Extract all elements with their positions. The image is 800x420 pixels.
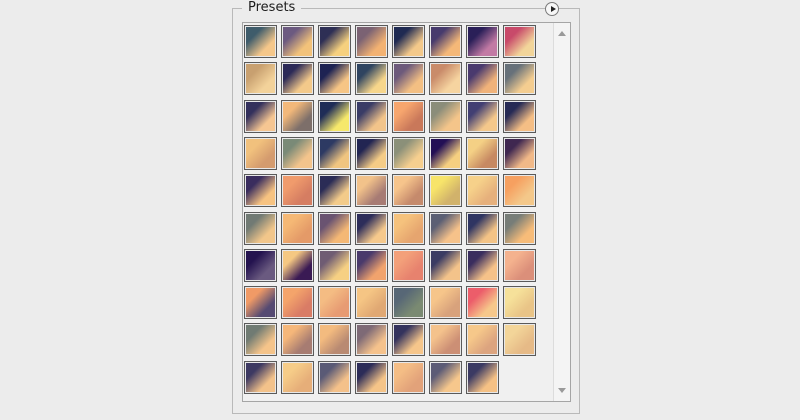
preset-swatch[interactable] xyxy=(355,174,388,208)
preset-swatch[interactable] xyxy=(318,323,351,357)
preset-swatch[interactable] xyxy=(503,211,536,245)
preset-swatch[interactable] xyxy=(392,360,425,394)
preset-swatch[interactable] xyxy=(429,25,462,58)
preset-swatch[interactable] xyxy=(281,99,314,133)
preset-swatch[interactable] xyxy=(281,136,314,170)
preset-swatch[interactable] xyxy=(318,62,351,96)
preset-swatch[interactable] xyxy=(355,62,388,96)
preset-swatch[interactable] xyxy=(503,136,536,170)
preset-swatch[interactable] xyxy=(429,62,462,96)
preset-swatch[interactable] xyxy=(466,25,499,58)
preset-swatch[interactable] xyxy=(355,360,388,394)
preset-swatch[interactable] xyxy=(318,99,351,133)
preset-swatch[interactable] xyxy=(244,136,277,170)
preset-swatch[interactable] xyxy=(355,136,388,170)
preset-swatch[interactable] xyxy=(244,99,277,133)
preset-swatch[interactable] xyxy=(244,323,277,357)
preset-swatch[interactable] xyxy=(355,99,388,133)
preset-swatch[interactable] xyxy=(244,25,277,58)
preset-swatch[interactable] xyxy=(244,248,277,282)
preset-swatch[interactable] xyxy=(466,323,499,357)
preset-swatch[interactable] xyxy=(318,174,351,208)
panel-title: Presets xyxy=(242,0,302,16)
preset-swatch[interactable] xyxy=(466,136,499,170)
preset-swatch[interactable] xyxy=(355,286,388,320)
preset-swatch[interactable] xyxy=(318,248,351,282)
scroll-up-arrow-icon[interactable] xyxy=(558,31,566,36)
scroll-down-arrow-icon[interactable] xyxy=(558,388,566,393)
preset-swatch[interactable] xyxy=(466,62,499,96)
preset-swatch[interactable] xyxy=(244,174,277,208)
preset-swatch[interactable] xyxy=(503,323,536,357)
preset-swatch[interactable] xyxy=(281,174,314,208)
preset-swatch[interactable] xyxy=(466,248,499,282)
preset-swatch[interactable] xyxy=(281,360,314,394)
vertical-scrollbar[interactable] xyxy=(553,23,570,401)
preset-swatch[interactable] xyxy=(503,99,536,133)
preset-swatch[interactable] xyxy=(318,25,351,58)
preset-swatch[interactable] xyxy=(392,211,425,245)
preset-swatch[interactable] xyxy=(503,25,536,58)
preset-swatch[interactable] xyxy=(281,62,314,96)
preset-swatch[interactable] xyxy=(429,286,462,320)
preset-swatch[interactable] xyxy=(392,174,425,208)
preset-swatch[interactable] xyxy=(429,99,462,133)
preset-swatch[interactable] xyxy=(281,248,314,282)
preset-swatch[interactable] xyxy=(281,25,314,58)
preset-swatch[interactable] xyxy=(466,99,499,133)
preset-swatch[interactable] xyxy=(466,211,499,245)
preset-swatch[interactable] xyxy=(503,62,536,96)
preset-swatch[interactable] xyxy=(318,286,351,320)
preset-swatch[interactable] xyxy=(503,174,536,208)
presets-grid xyxy=(244,25,540,400)
preset-swatch[interactable] xyxy=(429,360,462,394)
preset-swatch[interactable] xyxy=(355,323,388,357)
preset-swatch[interactable] xyxy=(392,286,425,320)
preset-swatch[interactable] xyxy=(392,25,425,58)
preset-swatch[interactable] xyxy=(392,323,425,357)
preset-swatch[interactable] xyxy=(429,211,462,245)
preset-swatch[interactable] xyxy=(429,174,462,208)
preset-swatch[interactable] xyxy=(355,211,388,245)
preset-swatch[interactable] xyxy=(244,211,277,245)
preset-swatch[interactable] xyxy=(281,323,314,357)
preset-swatch[interactable] xyxy=(466,174,499,208)
preset-swatch[interactable] xyxy=(281,211,314,245)
preset-swatch[interactable] xyxy=(244,360,277,394)
preset-swatch[interactable] xyxy=(355,248,388,282)
preset-swatch[interactable] xyxy=(429,136,462,170)
preset-swatch[interactable] xyxy=(503,248,536,282)
presets-list xyxy=(242,22,571,402)
flyout-menu-icon xyxy=(550,6,556,12)
preset-swatch[interactable] xyxy=(429,248,462,282)
preset-swatch[interactable] xyxy=(281,286,314,320)
preset-swatch[interactable] xyxy=(392,248,425,282)
preset-swatch[interactable] xyxy=(318,211,351,245)
flyout-menu-button[interactable] xyxy=(545,2,559,16)
preset-swatch[interactable] xyxy=(392,99,425,133)
preset-swatch[interactable] xyxy=(355,25,388,58)
preset-swatch[interactable] xyxy=(318,136,351,170)
preset-swatch[interactable] xyxy=(392,62,425,96)
preset-swatch[interactable] xyxy=(392,136,425,170)
preset-swatch[interactable] xyxy=(466,286,499,320)
preset-swatch[interactable] xyxy=(429,323,462,357)
preset-swatch[interactable] xyxy=(318,360,351,394)
preset-swatch[interactable] xyxy=(244,286,277,320)
preset-swatch[interactable] xyxy=(503,286,536,320)
preset-swatch[interactable] xyxy=(244,62,277,96)
preset-swatch[interactable] xyxy=(466,360,499,394)
